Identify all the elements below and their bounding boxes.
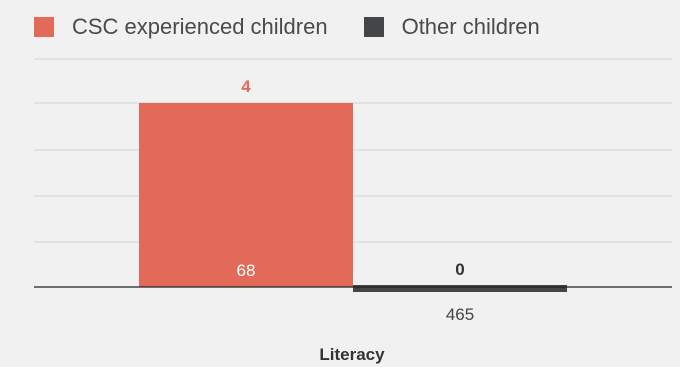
- legend-swatch-csc: [34, 17, 54, 37]
- legend: CSC experienced children Other children: [34, 14, 576, 40]
- value-label-other: 0: [455, 260, 464, 279]
- legend-item-other[interactable]: Other children: [363, 14, 540, 40]
- legend-item-csc[interactable]: CSC experienced children: [34, 14, 328, 40]
- category-label-literacy: Literacy: [319, 345, 385, 364]
- legend-label-other: Other children: [401, 14, 540, 39]
- bar-other: [353, 285, 567, 292]
- legend-label-csc: CSC experienced children: [72, 14, 328, 39]
- count-label-other: 465: [446, 305, 474, 324]
- count-label-csc: 68: [237, 261, 256, 280]
- bar-csc: [139, 103, 353, 287]
- value-label-csc: 4: [241, 77, 251, 96]
- legend-swatch-other: [363, 17, 384, 37]
